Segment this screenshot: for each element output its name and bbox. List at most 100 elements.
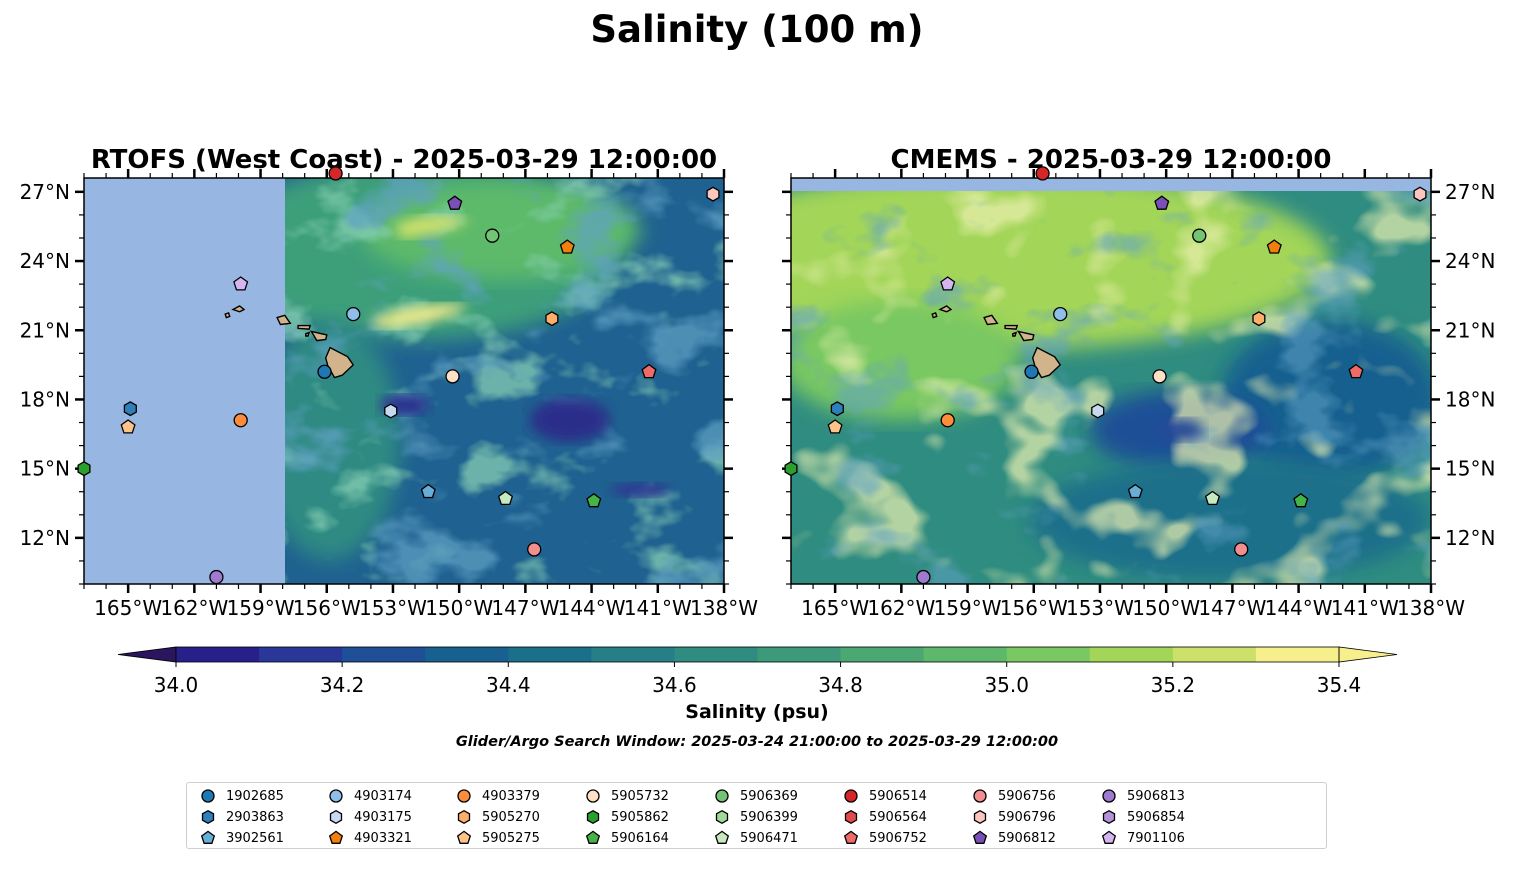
legend-marker-hexagon (586, 809, 600, 825)
island-shape (1012, 331, 1018, 337)
legend-marker-circle (715, 789, 729, 803)
x-tick-label: 141°W (1331, 596, 1399, 620)
figure-title: Salinity (100 m) (590, 8, 923, 51)
x-tick-label: 156°W (1000, 596, 1068, 620)
low-salinity-patch (530, 398, 610, 442)
float-marker-5906164 (1293, 492, 1309, 508)
legend-marker-circle (1102, 789, 1116, 803)
legend-marker-pentagon (200, 830, 216, 844)
legend-symbol (843, 830, 859, 844)
legend-symbol (1102, 789, 1116, 803)
float-marker-5906514 (1035, 166, 1050, 181)
legend-item: 5906369 (713, 786, 798, 806)
legend-label: 1902685 (226, 788, 284, 804)
float-marker-5906369 (1192, 228, 1207, 243)
float-marker-5906756 (527, 542, 542, 557)
colorbar-segment (757, 647, 842, 662)
legend-label: 5905275 (482, 830, 540, 846)
legend-symbol (1101, 830, 1117, 844)
float-marker-5906796 (1413, 186, 1427, 202)
legend-item: 1902685 (199, 786, 284, 806)
float-marker-5906796 (706, 186, 720, 202)
y-tick-label: 12°N (1445, 526, 1495, 550)
legend-label: 4903174 (354, 788, 412, 804)
legend-symbol (715, 789, 729, 803)
float-marker-4903321 (1266, 239, 1282, 254)
float-marker-5906514 (328, 166, 343, 181)
legend-marker-pentagon (843, 830, 859, 844)
legend-label: 5905862 (611, 809, 669, 825)
legend-marker-hexagon (973, 809, 987, 825)
float-marker-5906813 (209, 569, 224, 585)
float-marker-5906369 (485, 228, 500, 243)
colorbar-segment (425, 647, 509, 662)
legend-label: 5906399 (740, 809, 798, 825)
island-shape (297, 324, 312, 330)
legend-label: 5906752 (869, 830, 927, 846)
legend-symbol (844, 809, 858, 825)
legend-symbol (972, 830, 988, 844)
float-marker-5906812 (447, 195, 463, 210)
islands-left (224, 305, 355, 379)
legend-symbol (715, 809, 729, 825)
y-tick-label: 24°N (20, 249, 70, 273)
colorbar-segment (1172, 647, 1257, 662)
float-marker-5905732 (1152, 369, 1167, 384)
legend-symbol (973, 809, 987, 825)
legend-marker-pentagon (1101, 830, 1117, 844)
legend-label: 5906164 (611, 830, 669, 846)
float-marker-4903174 (1053, 306, 1068, 322)
float-marker-1902685 (1024, 364, 1039, 379)
x-tick-label: 144°W (558, 596, 626, 620)
legend-symbol (457, 789, 471, 803)
colorbar-segment (591, 647, 675, 662)
float-marker-4903321 (559, 239, 575, 254)
x-tick-label: 138°W (690, 596, 758, 620)
x-tick-label: 156°W (293, 596, 361, 620)
legend-label: 3902561 (226, 830, 284, 846)
colorbar-tick-label: 34.0 (154, 673, 199, 697)
legend-label: 5906369 (740, 788, 798, 804)
float-marker-5906756 (1234, 542, 1249, 557)
legend-marker-pentagon (972, 830, 988, 844)
legend-symbol (844, 789, 858, 803)
y-tick-label: 27°N (1445, 180, 1495, 204)
float-marker-5906813 (916, 569, 931, 585)
legend-marker-circle (973, 789, 987, 803)
colorbar-tick-label: 35.4 (1317, 673, 1362, 697)
legend-marker-hexagon (201, 809, 215, 825)
legend-label: 5906756 (998, 788, 1056, 804)
legend-symbol (714, 830, 730, 844)
legend-label: 5905270 (482, 809, 540, 825)
colorbar-label: Salinity (psu) (685, 701, 828, 723)
legend-marker-circle (844, 789, 858, 803)
float-marker-5905270 (1252, 311, 1266, 327)
legend-item: 5906812 (971, 828, 1056, 848)
search-window-note: Glider/Argo Search Window: 2025-03-24 21… (456, 734, 1058, 750)
panel-title-rtofs: RTOFS (West Coast) - 2025-03-29 12:00:00 (91, 145, 717, 175)
legend-marker-hexagon (715, 809, 729, 825)
legend-item: 3902561 (199, 828, 284, 848)
legend-item: 5906164 (584, 828, 669, 848)
x-tick-label: 141°W (624, 596, 692, 620)
float-marker-2903863 (830, 401, 844, 417)
float-marker-5905862 (77, 461, 91, 477)
float-marker-5905275 (827, 419, 843, 434)
legend-item: 4903174 (327, 786, 412, 806)
legend-symbol (456, 830, 472, 844)
legend-symbol (328, 830, 344, 844)
x-tick-label: 150°W (1132, 596, 1200, 620)
no-data-strip (791, 178, 1431, 191)
float-marker-5906471 (1204, 490, 1221, 506)
legend-marker-hexagon (329, 809, 343, 825)
float-marker-4903379 (940, 413, 955, 428)
x-tick-label: 159°W (227, 596, 295, 620)
float-marker-5906752 (1348, 363, 1364, 379)
colorbar-segment (259, 647, 343, 662)
panel-cmems: CMEMS - 2025-03-29 12:00:00 165°W162°W15… (782, 145, 1495, 620)
legend-item: 5906756 (971, 786, 1056, 806)
colorbar-frame (175, 646, 1340, 663)
float-marker-1902685 (317, 364, 332, 379)
legend-label: 5906812 (998, 830, 1056, 846)
